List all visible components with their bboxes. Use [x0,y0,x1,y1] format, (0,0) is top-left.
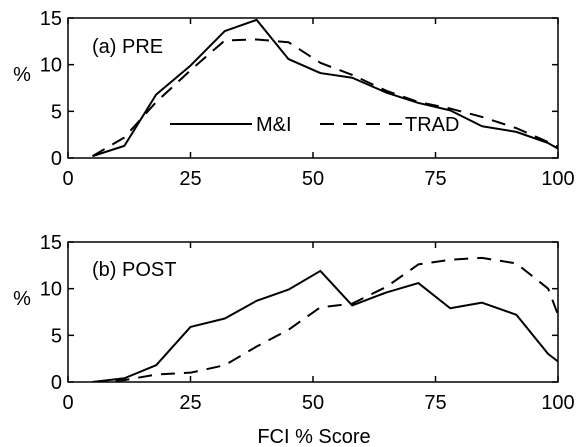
panel-post: 0 25 50 75 100 0 5 10 15% (b) POST [13,232,575,414]
x-tick-label: 25 [179,392,201,414]
x-tick-label: 100 [541,168,574,190]
series-line-pre-mi [92,18,558,158]
y-axis-label: % [13,64,31,86]
series-line-post-trad [92,256,558,382]
panel-annotation-post: (b) POST [92,259,176,281]
y-tick-label: 10 [40,279,62,301]
x-tick-label: 75 [424,392,446,414]
x-tick-label: 75 [424,168,446,190]
y-tick-label: 15 [40,232,62,254]
y-tick-label: 15 [40,8,62,30]
legend: M&I TRAD [170,114,459,136]
x-tick-label: 100 [541,392,574,414]
x-tick-label: 0 [62,168,73,190]
y-tick-label: 10 [40,55,62,77]
y-tick-label: 5 [51,325,62,347]
y-tick-label: 5 [51,101,62,123]
x-tick-label: 0 [62,392,73,414]
legend-label-trad: TRAD [405,114,459,136]
y-tick-label: 0 [51,372,62,394]
series-line-post-mi [92,269,558,382]
x-axis-label: FCI % Score [257,426,370,447]
legend-label-mi: M&I [256,114,292,136]
y-axis-label: % [13,288,31,310]
panel-annotation-pre: (a) PRE [92,36,163,58]
x-tick-label: 50 [302,392,324,414]
x-tick-label: 25 [179,168,201,190]
x-tick-label: 50 [302,168,324,190]
panel-pre: 0 25 50 75 100 0 5 10 15% (a) PRE [13,8,575,190]
y-tick-label: 0 [51,148,62,170]
series-line-pre-trad [91,38,558,157]
